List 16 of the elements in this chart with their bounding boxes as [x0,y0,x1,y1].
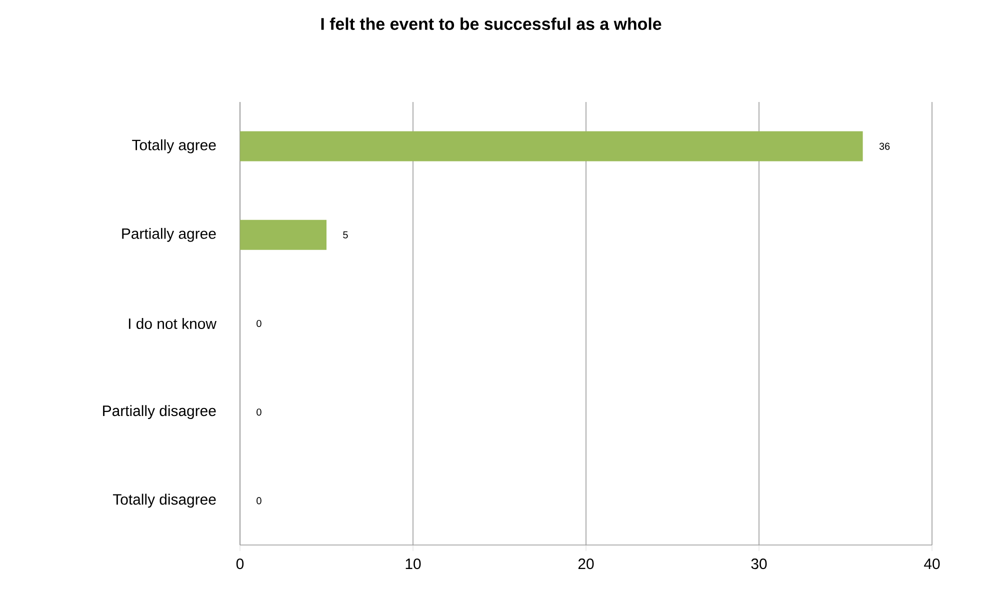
y-tick-label: Totally agree [132,139,216,154]
chart-title: I felt the event to be successful as a whole [321,18,662,30]
y-tick-label: Partially agree [122,228,216,242]
data-label: 0 [256,497,262,504]
x-tick-label: 20 [578,558,594,570]
x-tick-label: 30 [751,558,767,570]
data-label: 36 [879,142,890,150]
x-tick-label: 10 [406,558,421,570]
y-tick-label: Totally disagree [112,494,216,508]
x-tick-label: 0 [236,558,244,570]
data-label: 0 [256,408,262,416]
y-tick-label: I do not know [128,318,216,329]
data-label: 0 [256,320,262,328]
data-label: 5 [343,231,348,238]
y-tick-label: Partially disagree [103,405,216,420]
x-tick-label: 40 [924,558,940,570]
